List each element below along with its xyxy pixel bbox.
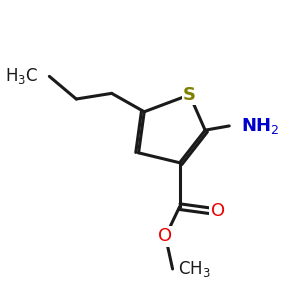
Text: NH$_2$: NH$_2$ [241, 116, 279, 136]
Text: CH$_3$: CH$_3$ [178, 259, 211, 279]
Text: S: S [183, 86, 196, 104]
Text: O: O [211, 202, 225, 220]
Text: O: O [158, 227, 172, 245]
Text: H$_3$C: H$_3$C [5, 66, 38, 86]
